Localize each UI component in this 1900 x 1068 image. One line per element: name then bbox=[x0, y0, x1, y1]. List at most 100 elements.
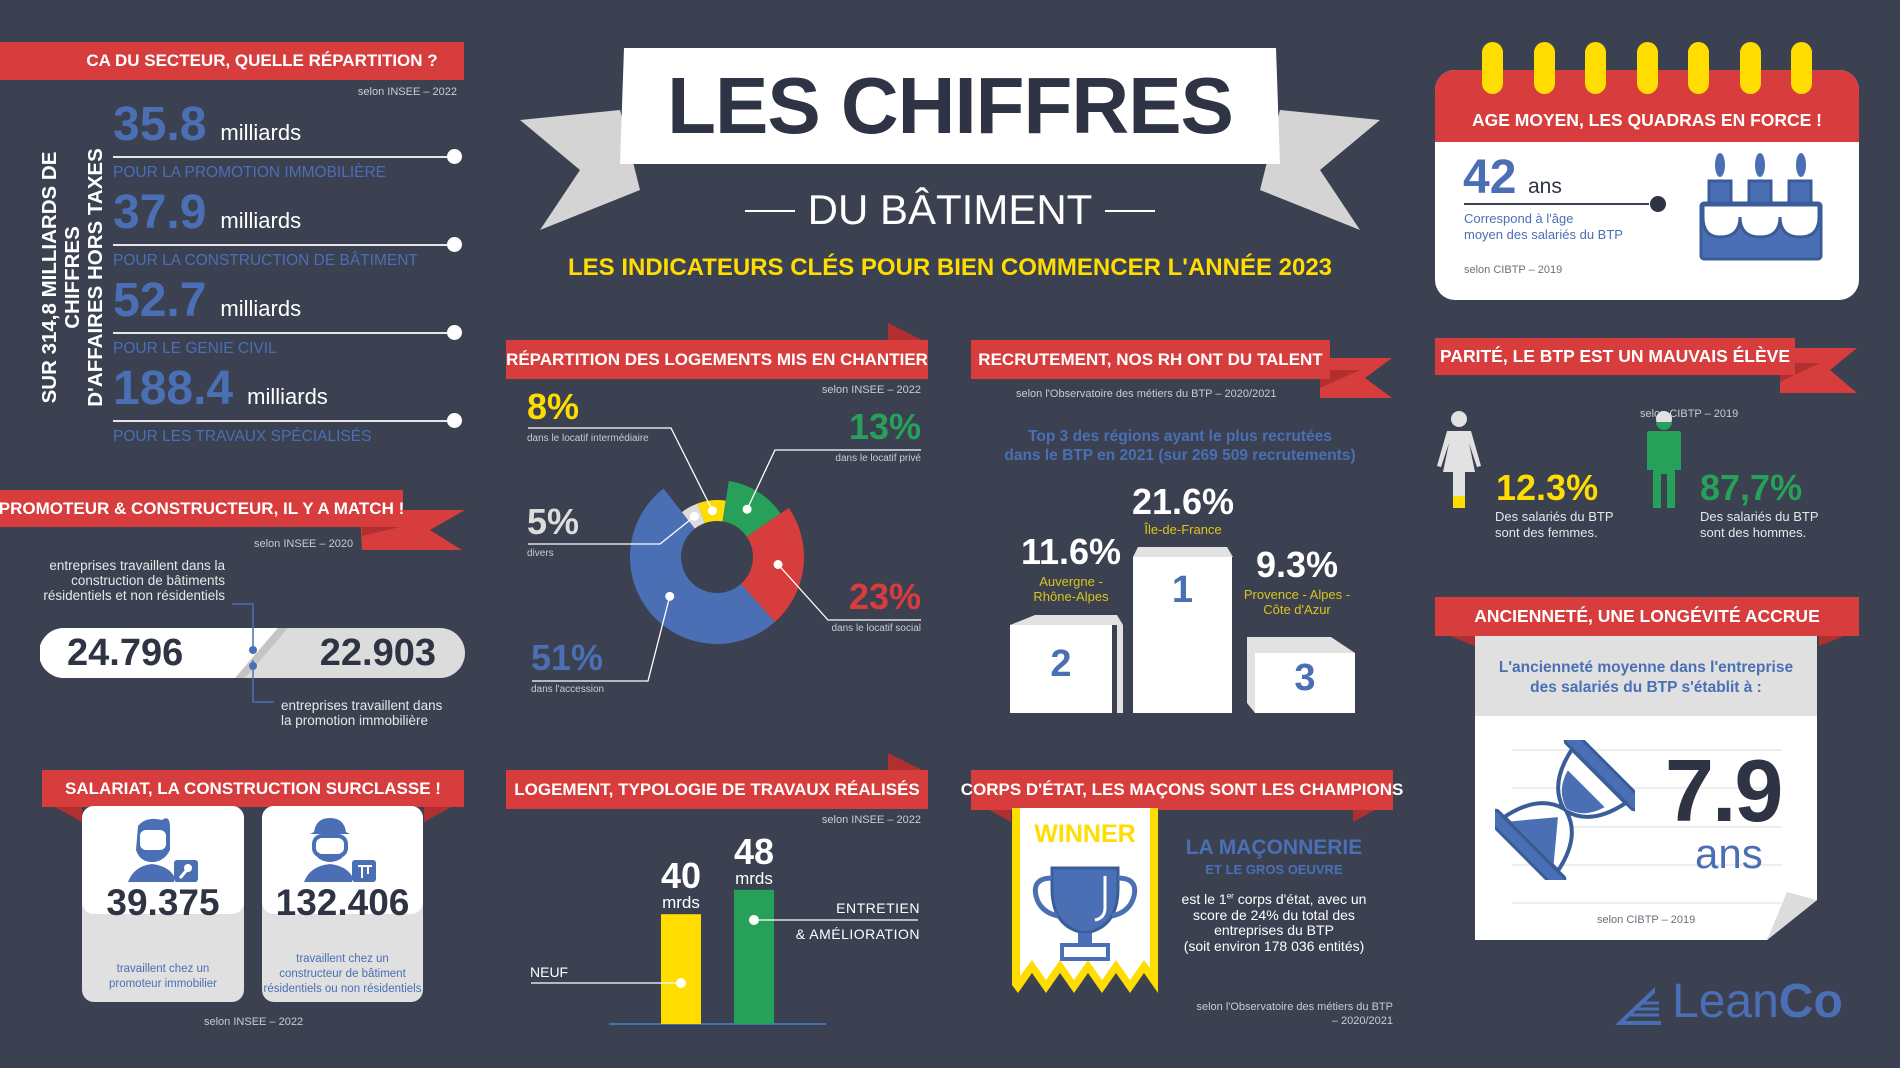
ca-rule-dot bbox=[447, 413, 462, 428]
body-text: corps d'état, avec un bbox=[1233, 891, 1367, 907]
body-text: est le 1 bbox=[1181, 891, 1227, 907]
ca-label: POUR LES TRAVAUX SPÉCIALISÉS bbox=[113, 428, 372, 445]
men-desc: Des salariés du BTP sont des hommes. bbox=[1700, 509, 1819, 541]
ca-unit: milliards bbox=[220, 120, 302, 145]
body-text: (soit environ 178 036 entités) bbox=[1183, 937, 1365, 954]
podium-3-value: 9.3% bbox=[1255, 544, 1339, 585]
page-subtitle: DU BÂTIMENT bbox=[795, 186, 1105, 234]
ca-item: 37.9 milliards POUR LA CONSTRUCTION DE BÂ… bbox=[113, 186, 473, 269]
desc-line: travaillent chez un bbox=[296, 953, 389, 965]
bar-category-neuf: NEUF bbox=[530, 964, 568, 980]
body-text: entreprises du BTP bbox=[1214, 922, 1334, 938]
travaux-source: selon INSEE – 2022 bbox=[821, 814, 921, 826]
construction-worker-icon bbox=[304, 818, 376, 882]
body-text: score de 24% du total des bbox=[1193, 906, 1355, 923]
subtitle-line: dans le BTP en 2021 (sur 269 509 recrute… bbox=[1004, 447, 1356, 464]
ca-value: 37.9 bbox=[113, 186, 207, 239]
bar-value-label: 48 bbox=[734, 831, 774, 872]
salariat-source: selon INSEE – 2022 bbox=[204, 1016, 304, 1028]
leader-line-accession bbox=[532, 596, 671, 682]
ca-item: 35.8 milliards POUR LA PROMOTION IMMOBILI… bbox=[113, 98, 473, 181]
calendar-ring bbox=[1791, 42, 1812, 94]
entretien-dot bbox=[749, 915, 759, 925]
desc-line: constructeur de bâtiment bbox=[279, 968, 406, 980]
match-pill bbox=[40, 603, 465, 703]
logements-donut-chart bbox=[528, 427, 921, 682]
desc-line: promoteur immobilier bbox=[108, 978, 217, 990]
ca-unit: milliards bbox=[247, 384, 328, 409]
match-right-value: 22.903 bbox=[319, 632, 436, 674]
desc-line: moyen des salariés du BTP bbox=[1464, 227, 1623, 242]
ca-unit: milliards bbox=[220, 208, 302, 233]
subtitle-line: Top 3 des régions ayant le plus recrutée… bbox=[1028, 428, 1332, 445]
anciennete-desc: L'ancienneté moyenne dans l'entreprise de… bbox=[1475, 658, 1817, 698]
ca-label: POUR LE GENIE CIVIL bbox=[113, 340, 277, 357]
salariat-banner: SALARIAT, LA CONSTRUCTION SURCLASSE ! bbox=[42, 770, 464, 807]
corps-banner: CORPS D'ÉTAT, LES MAÇONS SONT LES CHAMPI… bbox=[961, 770, 1403, 810]
anciennete-value: 7.9 bbox=[1665, 741, 1783, 840]
logements-banner: RÉPARTITION DES LOGEMENTS MIS EN CHANTIE… bbox=[506, 340, 928, 379]
ca-rule-dot bbox=[447, 237, 462, 252]
ca-rule-dot bbox=[447, 149, 462, 164]
bar-entretien bbox=[734, 889, 774, 1024]
ca-total-vertical: SUR 314,8 MILLIARDS DE CHIFFRES D'AFFAIR… bbox=[38, 105, 107, 450]
ca-total-line1: SUR 314,8 MILLIARDS DE CHIFFRES bbox=[38, 151, 84, 404]
salariat-constructeur-value: 132.406 bbox=[275, 882, 410, 923]
age-rule-dot bbox=[1650, 196, 1666, 212]
leader-line-intermediaire bbox=[528, 427, 714, 512]
travaux-banner: LOGEMENT, TYPOLOGIE DE TRAVAUX RÉALISÉS bbox=[506, 770, 928, 809]
corps-body: est le 1er corps d'état, avec un score d… bbox=[1160, 891, 1388, 954]
desc-line: Des salariés du BTP bbox=[1700, 509, 1819, 524]
desc-line: travaillent chez un bbox=[116, 963, 210, 975]
ca-value: 35.8 bbox=[113, 98, 207, 151]
age-value: 42 bbox=[1463, 151, 1517, 204]
leader-line-social bbox=[777, 564, 921, 621]
bar-category-entretien-2: & AMÉLIORATION bbox=[796, 926, 920, 942]
bar-value-label: 40 bbox=[661, 855, 701, 896]
desc-line: la promotion immobilière bbox=[281, 713, 429, 728]
donut-value-social: 23% bbox=[848, 576, 921, 617]
donut-label-divers: divers bbox=[527, 548, 554, 559]
source-line: – 2020/2021 bbox=[1331, 1015, 1393, 1027]
women-desc: Des salariés du BTP sont des femmes. bbox=[1495, 509, 1614, 541]
desc-line: entreprises travaillent dans bbox=[281, 698, 443, 713]
donut-label-intermediaire: dans le locatif intermédiaire bbox=[527, 433, 649, 444]
calendar-ring bbox=[1739, 42, 1761, 94]
bar-category-entretien: ENTRETIEN bbox=[836, 900, 920, 916]
parite-banner: PARITÉ, LE BTP EST UN MAUVAIS ÉLÈVE bbox=[1435, 338, 1795, 375]
trophy-icon bbox=[1032, 866, 1138, 961]
calendar-ring bbox=[1533, 42, 1555, 94]
winner-label: WINNER bbox=[1034, 820, 1136, 848]
ca-total-line2: D'AFFAIRES HORS TAXES bbox=[84, 148, 107, 407]
body-sup: er bbox=[1226, 891, 1234, 901]
bar-neuf bbox=[661, 914, 701, 1024]
man-icon bbox=[1647, 411, 1681, 508]
ca-item: 52.7 milliards POUR LE GENIE CIVIL bbox=[113, 276, 473, 357]
ca-label: POUR LA PROMOTION IMMOBILIÈRE bbox=[113, 164, 387, 181]
ca-value: 188.4 bbox=[113, 362, 234, 415]
match-source: selon INSEE – 2020 bbox=[254, 538, 354, 550]
desc-line: Des salariés du BTP bbox=[1495, 509, 1614, 524]
desc-line: résidentiels et non résidentiels bbox=[43, 588, 225, 603]
promoter-person-icon bbox=[128, 818, 198, 882]
podium-step-3: 3 bbox=[1255, 653, 1355, 713]
match-right-desc: entreprises travaillent dans la promotion… bbox=[281, 698, 442, 728]
match-banner: PROMOTEUR & CONSTRUCTEUR, IL Y A MATCH ! bbox=[0, 490, 404, 527]
logements-ribbon-fold bbox=[888, 323, 928, 343]
donut-label-prive: dans le locatif privé bbox=[835, 453, 921, 464]
podium-2-region: Auvergne - Rhône-Alpes bbox=[1033, 574, 1109, 604]
logo-text-bold: Co bbox=[1778, 975, 1843, 1028]
salariat-card-promoteur: 39.375 travaillent chez un promoteur immo… bbox=[82, 806, 244, 1002]
birthday-cake-icon bbox=[1699, 153, 1823, 261]
woman-icon bbox=[1437, 411, 1481, 508]
donut-dot-accession bbox=[665, 591, 675, 601]
recrutement-subtitle: Top 3 des régions ayant le plus recrutée… bbox=[990, 427, 1370, 465]
donut-label-social: dans le locatif social bbox=[831, 623, 922, 634]
donut-value-prive: 13% bbox=[848, 406, 921, 447]
calendar-ring bbox=[1636, 42, 1658, 94]
title-ribbon bbox=[520, 48, 1380, 230]
donut-label-accession: dans l'accession bbox=[531, 684, 605, 695]
recrutement-source: selon l'Observatoire des métiers du BTP … bbox=[1016, 388, 1277, 400]
desc-line: des salariés du BTP s'établit à : bbox=[1530, 679, 1762, 696]
corps-subhead: ET LE GROS OEUVRE bbox=[1205, 862, 1343, 877]
